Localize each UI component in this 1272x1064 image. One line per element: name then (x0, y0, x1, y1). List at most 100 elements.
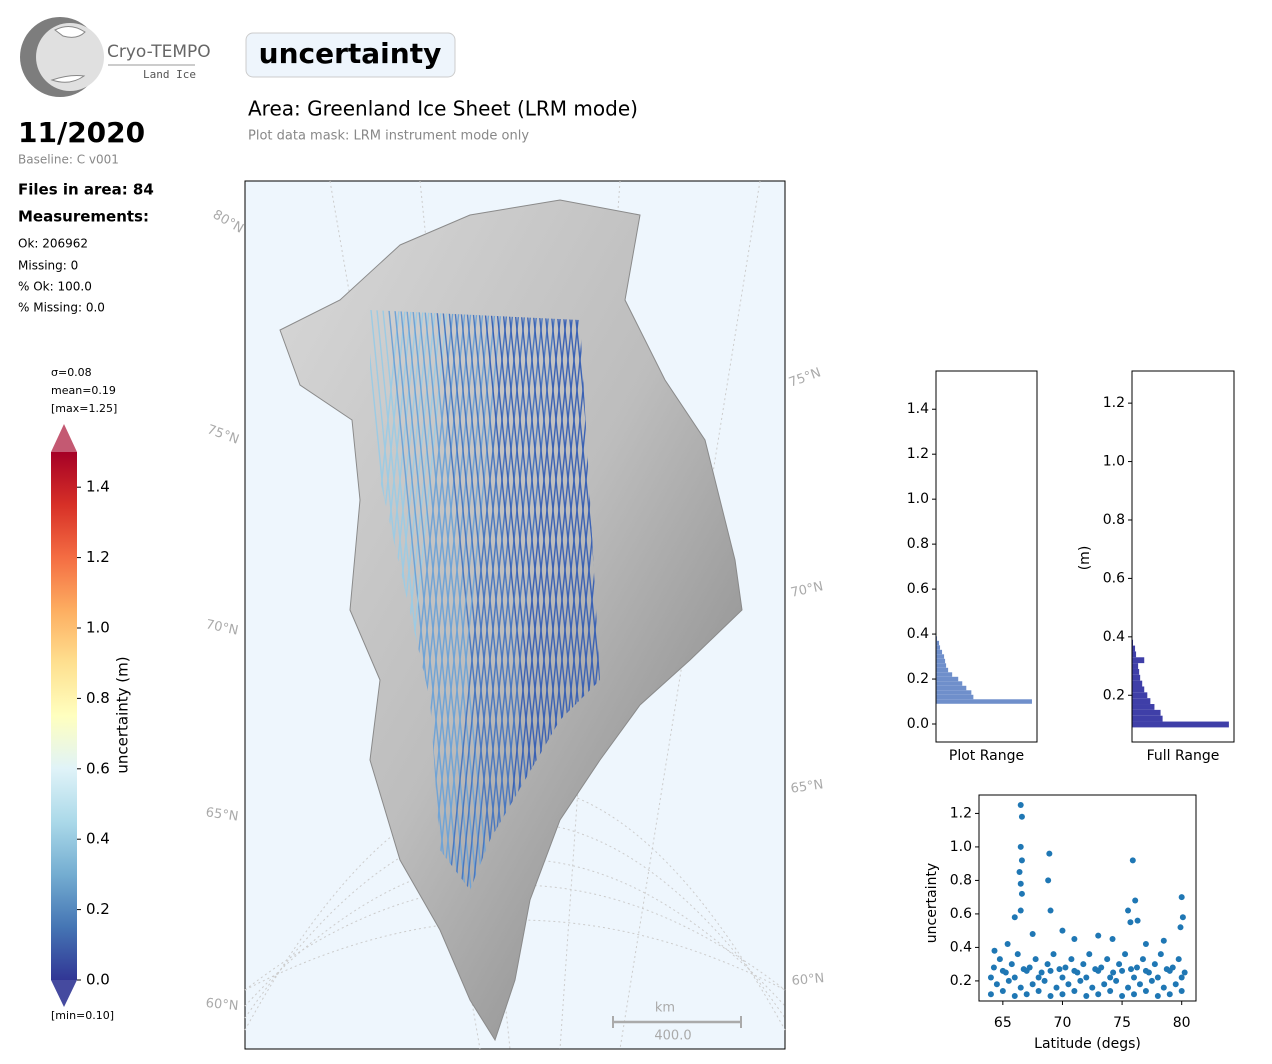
point (1181, 969, 1188, 976)
point (1004, 941, 1011, 948)
colorbar-stat: σ=0.08 (51, 366, 92, 379)
y-tick-label: 0.8 (907, 536, 929, 552)
point (996, 956, 1003, 963)
point (1035, 974, 1042, 981)
bar (936, 640, 940, 646)
point (1166, 967, 1173, 974)
lat-label: 60°N (791, 971, 825, 989)
point (1095, 967, 1102, 974)
point (1050, 951, 1057, 958)
point (1177, 924, 1184, 931)
y-tick-label: 0.2 (907, 671, 929, 687)
bar (936, 654, 945, 659)
y-tick-label: 0.6 (907, 581, 929, 597)
point (1071, 936, 1078, 943)
point (1175, 956, 1182, 963)
x-tick-label: 70 (1054, 1015, 1072, 1031)
point (1017, 802, 1024, 809)
bar (1132, 663, 1139, 669)
y-tick-label: 0.0 (86, 971, 110, 989)
scale-unit: km (655, 1001, 675, 1016)
bar (936, 636, 938, 641)
bar (936, 681, 963, 686)
point (1047, 967, 1054, 974)
y-tick-label: 0.4 (1103, 629, 1125, 645)
point (1125, 907, 1132, 914)
point (1018, 857, 1025, 864)
track (447, 310, 509, 890)
x-tick-label: 65 (994, 1015, 1012, 1031)
track (459, 310, 521, 890)
lat-label: 65°N (205, 805, 240, 824)
point (1014, 951, 1021, 958)
point (1127, 919, 1134, 926)
stat: % Missing: 0.0 (18, 301, 105, 315)
y-tick-label: 0.8 (950, 872, 972, 888)
stat: Ok: 206962 (18, 237, 88, 251)
point (1116, 961, 1123, 968)
bar (1132, 686, 1145, 693)
mask: Plot data mask: LRM instrument mode only (248, 129, 529, 144)
bar (1132, 657, 1145, 664)
bar (1132, 698, 1151, 705)
point (1008, 961, 1015, 968)
point (1065, 981, 1072, 988)
point (1110, 969, 1117, 976)
track (441, 310, 503, 890)
x-axis-label: Latitude (degs) (1034, 1036, 1141, 1052)
stat: % Ok: 100.0 (18, 280, 92, 294)
point (1005, 977, 1012, 984)
lat-label: 65°N (790, 777, 825, 796)
bar (936, 645, 941, 650)
point (1071, 987, 1078, 994)
point (1151, 961, 1158, 968)
point (1148, 977, 1155, 984)
point (1053, 984, 1060, 991)
point (1017, 880, 1024, 887)
bar (1132, 680, 1143, 687)
y-tick-label: 0.6 (86, 759, 110, 777)
y-tick-label: 0.2 (1103, 687, 1125, 703)
point (1023, 967, 1030, 974)
point (1131, 991, 1137, 998)
bar (1132, 721, 1229, 728)
point (1044, 961, 1051, 968)
point (1059, 927, 1066, 934)
point (1154, 992, 1161, 999)
logo (20, 17, 195, 97)
point (1142, 941, 1149, 948)
y-tick-label: 1.2 (1103, 395, 1125, 411)
bar (936, 685, 967, 691)
y-tick-label: 1.2 (950, 805, 972, 821)
point (1045, 877, 1052, 884)
lat-label: 70°N (789, 579, 824, 600)
point (1086, 951, 1093, 958)
bar (936, 699, 1032, 704)
point (1113, 977, 1120, 984)
y-tick-label: 0.2 (950, 973, 972, 989)
y-tick-label: 1.2 (86, 548, 110, 566)
track (489, 310, 551, 890)
point (1154, 974, 1161, 981)
point (1017, 984, 1024, 991)
point (1011, 992, 1018, 999)
point (990, 964, 997, 971)
point (1038, 969, 1045, 976)
colorbar-stat: [max=1.25] (51, 402, 117, 415)
y-tick-label: 1.0 (950, 839, 972, 855)
y-tick-label: 0.6 (1103, 570, 1125, 586)
axes-frame (935, 370, 1038, 743)
y-tick-label: 0.2 (86, 900, 110, 918)
track (429, 310, 491, 890)
track (495, 310, 557, 890)
measurements: Measurements: (18, 208, 149, 226)
stat: Missing: 0 (18, 259, 78, 273)
track (573, 310, 600, 890)
point (993, 981, 1000, 988)
point (1122, 951, 1129, 958)
graticule (619, 180, 761, 1050)
bar (936, 694, 974, 700)
colorbar-stat: [min=0.10] (51, 1009, 114, 1022)
point (1160, 937, 1167, 944)
